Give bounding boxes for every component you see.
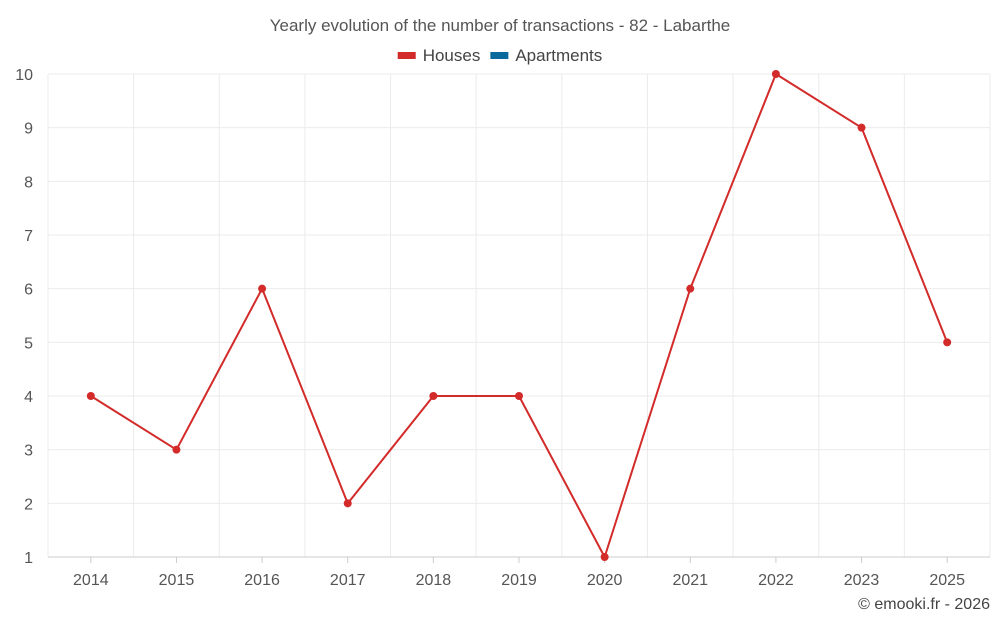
data-point[interactable] bbox=[172, 445, 181, 454]
data-point[interactable] bbox=[258, 284, 267, 293]
y-tick-label: 6 bbox=[24, 282, 33, 299]
x-tick-label: 2025 bbox=[929, 572, 965, 589]
y-tick-label: 5 bbox=[24, 335, 33, 352]
credit-text: © emooki.fr - 2026 bbox=[858, 596, 990, 613]
legend-swatch-houses bbox=[397, 52, 416, 59]
y-axis: 1 2 3 4 5 6 7 8 9 10 bbox=[15, 67, 33, 567]
x-tick-label: 2023 bbox=[844, 572, 880, 589]
y-tick-label: 3 bbox=[24, 443, 33, 460]
x-tick-label: 2015 bbox=[159, 572, 195, 589]
y-tick-label: 7 bbox=[24, 228, 33, 245]
x-tick-label: 2022 bbox=[758, 572, 794, 589]
x-tick-label: 2017 bbox=[330, 572, 366, 589]
x-axis: 2014 2015 2016 2017 2018 2019 2020 2021 2022 2023… bbox=[48, 556, 990, 589]
y-tick-label: 10 bbox=[15, 67, 33, 84]
legend-label-apartments[interactable]: Apartments bbox=[515, 46, 602, 65]
x-tick-label: 2014 bbox=[73, 572, 109, 589]
x-tick-label: 2019 bbox=[501, 572, 537, 589]
x-tick-label: 2016 bbox=[244, 572, 280, 589]
data-point[interactable] bbox=[600, 553, 609, 561]
data-point[interactable] bbox=[857, 123, 866, 132]
data-point[interactable] bbox=[771, 70, 780, 78]
y-tick-label: 2 bbox=[24, 496, 33, 513]
y-tick-label: 8 bbox=[24, 174, 33, 191]
data-point[interactable] bbox=[943, 338, 952, 347]
y-tick-label: 4 bbox=[24, 389, 33, 406]
x-tick-label: 2021 bbox=[672, 572, 708, 589]
series-layer bbox=[86, 70, 952, 561]
x-tick-label: 2018 bbox=[416, 572, 452, 589]
grid bbox=[47, 73, 991, 558]
data-point[interactable] bbox=[343, 499, 352, 508]
x-tick-label: 2020 bbox=[587, 572, 623, 589]
data-point[interactable] bbox=[86, 392, 95, 400]
data-point[interactable] bbox=[515, 392, 523, 400]
data-point[interactable] bbox=[686, 284, 695, 293]
legend-label-houses[interactable]: Houses bbox=[423, 46, 481, 65]
chart-title: Yearly evolution of the number of transa… bbox=[270, 16, 731, 35]
data-point[interactable] bbox=[429, 392, 438, 400]
legend-swatch-apartments bbox=[490, 52, 509, 59]
y-tick-label: 1 bbox=[24, 550, 33, 567]
legend: Houses Apartments bbox=[397, 46, 602, 65]
y-tick-label: 9 bbox=[24, 121, 33, 138]
